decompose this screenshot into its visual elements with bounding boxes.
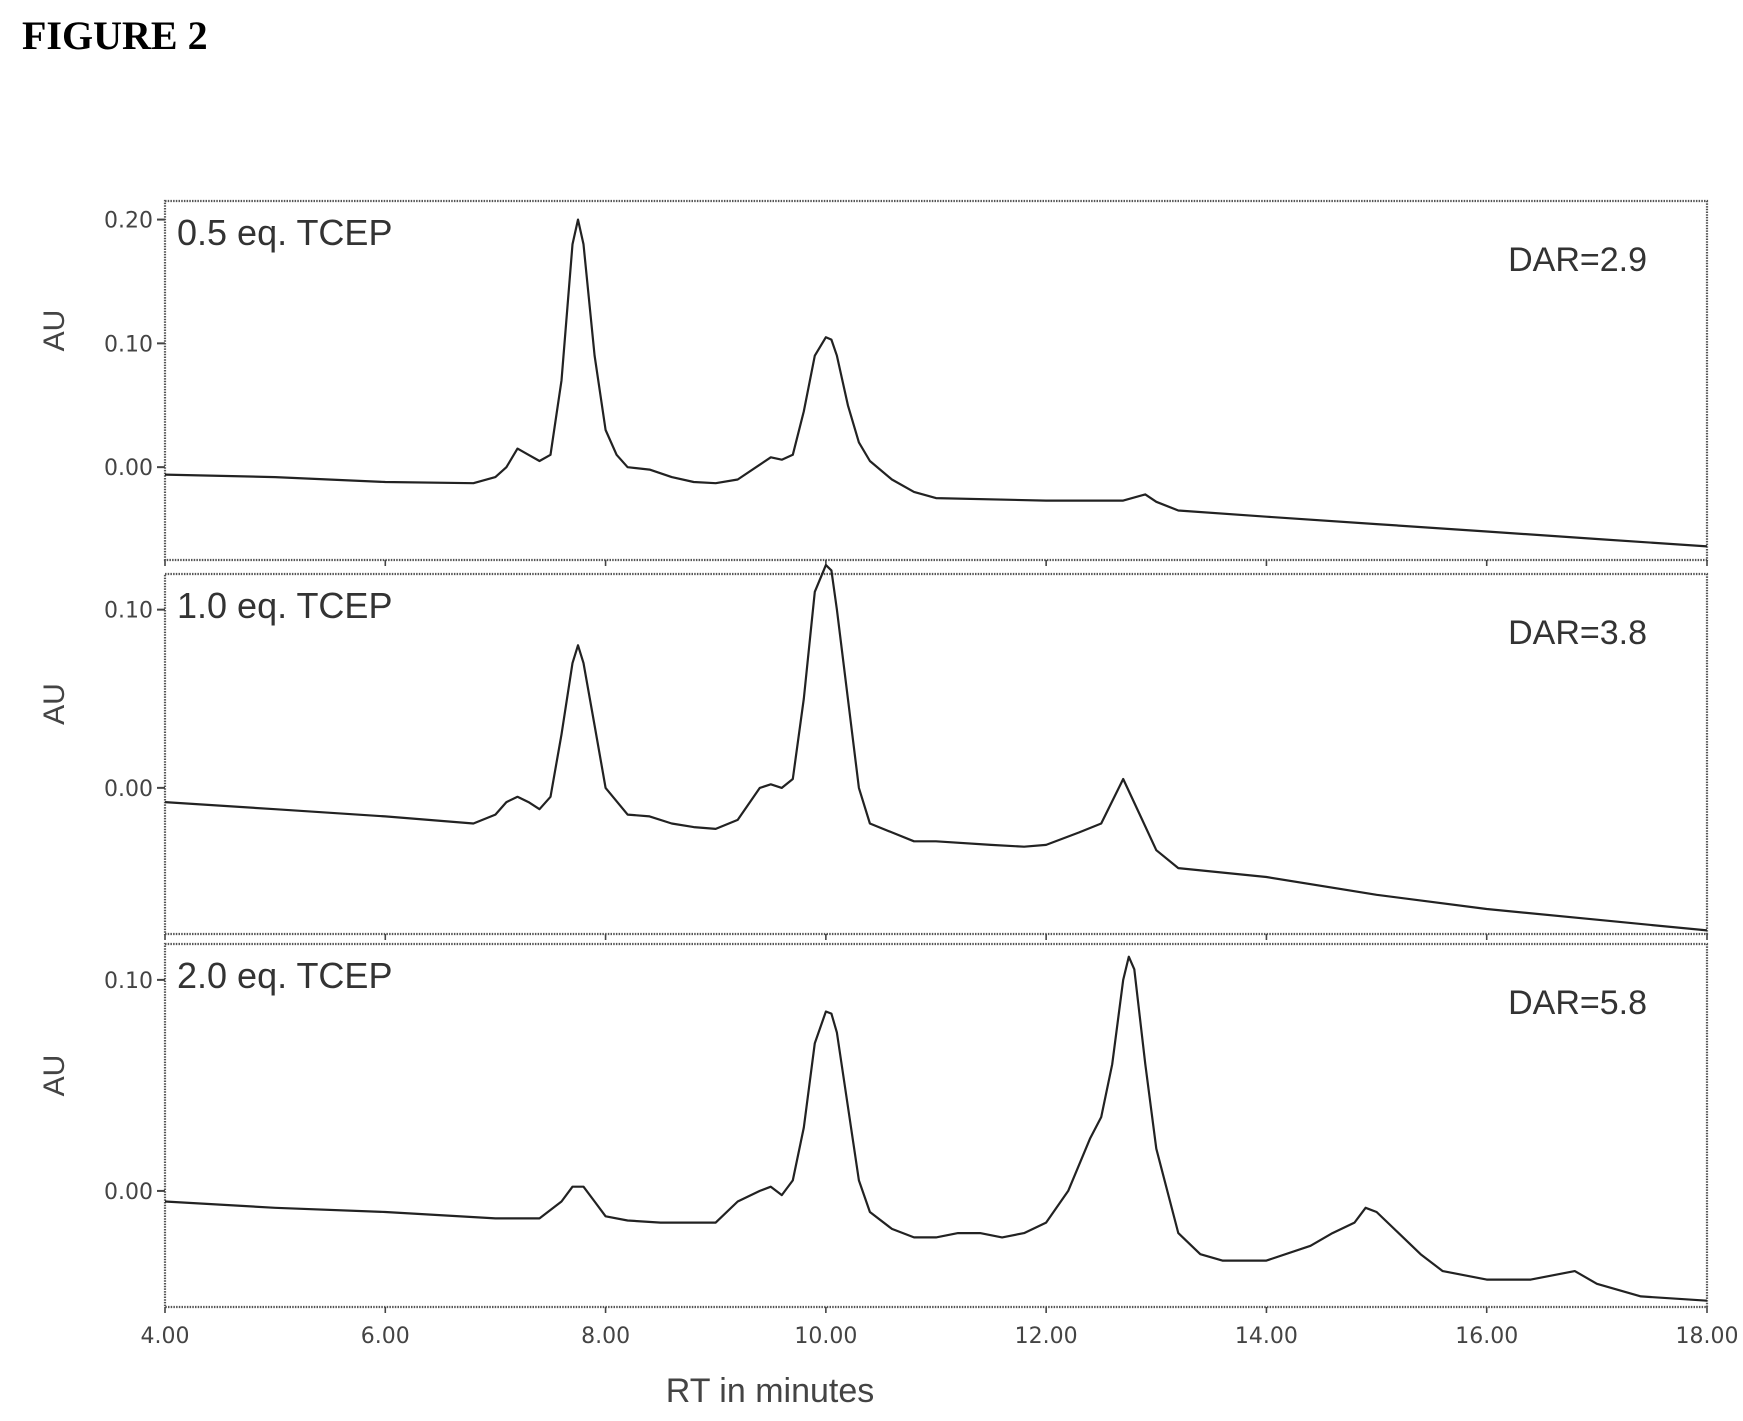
- y-axis-label: AU: [38, 1055, 71, 1097]
- panel-label: 2.0 eq. TCEP: [177, 955, 392, 996]
- x-tick-label: 10.00: [794, 1324, 857, 1349]
- y-tick-label: 0.10: [104, 599, 153, 624]
- dar-annotation: DAR=5.8: [1508, 984, 1647, 1022]
- panel-3: 0.00 0.10 AU 2.0 eq. TCEP DAR=5.8: [38, 942, 1709, 1313]
- x-tick-label: 8.00: [581, 1324, 630, 1349]
- x-tick-label: 16.00: [1455, 1324, 1518, 1349]
- panel-2: 0.00 0.10 AU 1.0 eq. TCEP DAR=3.8: [38, 563, 1709, 940]
- panel-frame: [163, 942, 1709, 1309]
- panel-frame: [163, 572, 1709, 936]
- y-axis-label: AU: [38, 310, 71, 352]
- panel-1: 0.00 0.10 0.20 AU 0.5 eq. TCEP DAR=2.9: [38, 199, 1709, 566]
- x-tick-label: 4.00: [141, 1324, 190, 1349]
- chromatogram-trace-3: [164, 955, 1708, 1302]
- panel-label: 1.0 eq. TCEP: [177, 585, 392, 626]
- dar-annotation: DAR=2.9: [1508, 241, 1647, 279]
- chromatogram-trace-1: [164, 218, 1708, 548]
- y-tick-label: 0.10: [104, 969, 153, 994]
- panel-label: 0.5 eq. TCEP: [177, 212, 392, 253]
- panel-frame: [163, 199, 1709, 562]
- y-tick-label: 0.00: [104, 456, 153, 481]
- x-axis-label: RT in minutes: [666, 1372, 875, 1410]
- figure-title: FIGURE 2: [22, 13, 208, 58]
- y-tick-label: 0.00: [104, 777, 153, 802]
- x-tick-label: 14.00: [1235, 1324, 1298, 1349]
- x-tick-label: 18.00: [1676, 1324, 1739, 1349]
- x-tick-label: 6.00: [361, 1324, 410, 1349]
- y-tick-label: 0.20: [104, 209, 153, 234]
- chromatogram-trace-2: [164, 563, 1708, 932]
- x-tick-label: 12.00: [1015, 1324, 1078, 1349]
- y-axis-label: AU: [38, 683, 71, 725]
- y-tick-label: 0.00: [104, 1180, 153, 1205]
- dar-annotation: DAR=3.8: [1508, 614, 1647, 652]
- y-tick-label: 0.10: [104, 332, 153, 357]
